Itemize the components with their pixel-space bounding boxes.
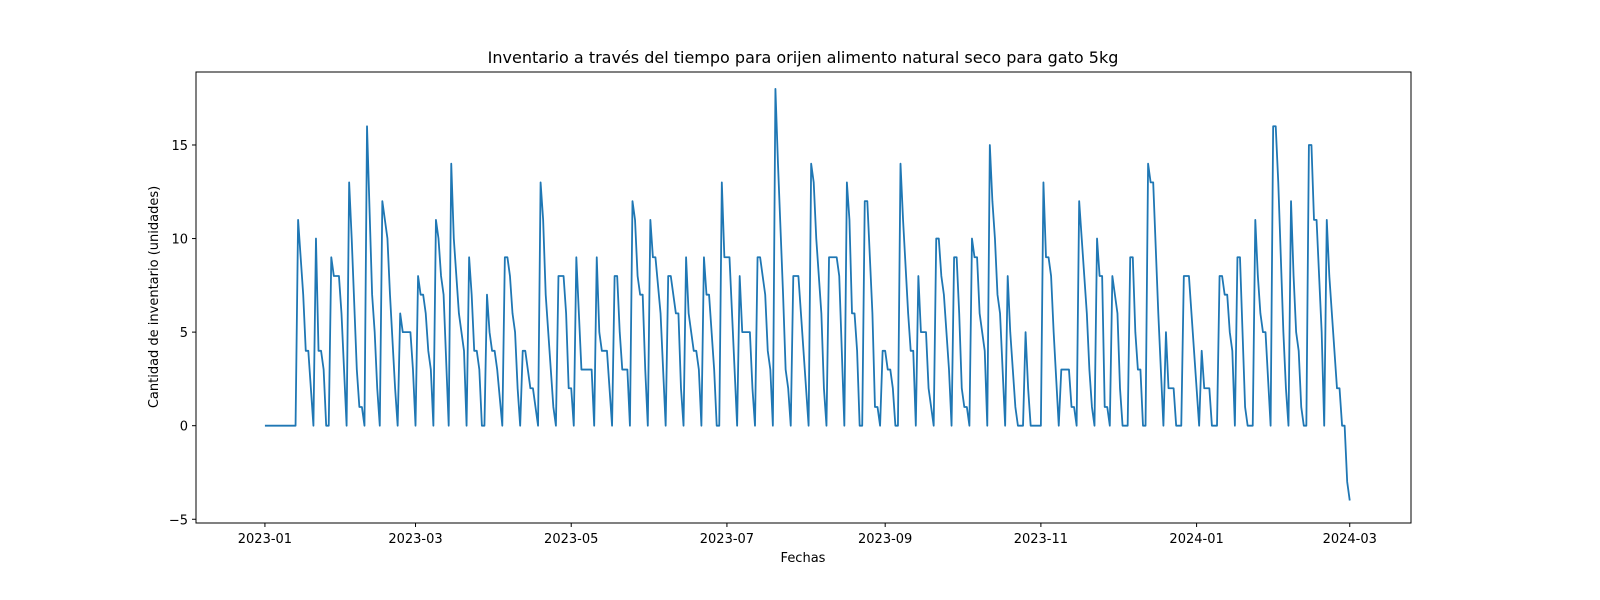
x-axis: 2023-01 2023-03 2023-05 2023-07 2023-09 2023-…	[238, 523, 1377, 547]
y-tick-label: 15	[171, 139, 188, 154]
x-tick-label: 2023-11	[1014, 532, 1068, 547]
y-tick-label: 0	[180, 420, 188, 435]
x-tick-label: 2023-07	[700, 532, 754, 547]
y-tick-label: −5	[169, 513, 188, 528]
plot-area	[264, 87, 1351, 501]
plot-frame	[195, 71, 1412, 524]
y-tick-label: 5	[180, 326, 188, 341]
chart-title: Inventario a través del tiempo para orij…	[488, 48, 1119, 67]
x-tick-label: 2023-09	[858, 532, 912, 547]
series-line	[264, 87, 1351, 501]
y-axis-label: Cantidad de inventario (unidades)	[147, 186, 162, 408]
x-tick-label: 2023-05	[544, 532, 598, 547]
x-axis-label: Fechas	[781, 551, 826, 566]
x-tick-label: 2023-01	[238, 532, 292, 547]
x-tick-label: 2024-03	[1323, 532, 1377, 547]
y-tick-label: 10	[171, 233, 188, 248]
x-tick-label: 2024-01	[1169, 532, 1223, 547]
y-axis: −5 0 5 10 15	[169, 139, 196, 528]
x-tick-label: 2023-03	[388, 532, 442, 547]
